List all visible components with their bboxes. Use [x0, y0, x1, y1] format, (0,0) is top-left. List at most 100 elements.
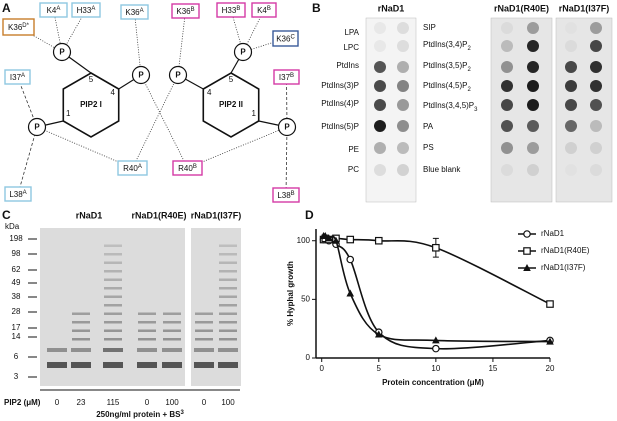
oligomer-band: [195, 338, 213, 341]
marker-triangle: [523, 264, 531, 271]
oligomer-band: [219, 304, 237, 307]
residue-label-sup: A: [56, 6, 60, 12]
marker-triangle: [346, 289, 355, 297]
oligomer-band: [72, 312, 90, 315]
interaction-line: [140, 74, 188, 169]
lipid-name: PtdIns(3)P: [321, 81, 359, 90]
oligomer-band: [72, 338, 90, 341]
ladder-band: [28, 356, 37, 358]
residue-label-base: K36: [276, 35, 291, 44]
dimer-band: [71, 348, 91, 352]
lipid-name-base: PtdIns(3,4)P: [423, 40, 467, 49]
lane-label: 100: [165, 398, 179, 407]
residue-box: [216, 2, 246, 18]
y-tick-label: 50: [301, 294, 310, 303]
blot-spot: [590, 164, 602, 176]
oligomer-band: [219, 287, 237, 290]
residue-label: R40B: [178, 164, 197, 174]
ladder-band: [28, 269, 37, 271]
blot-spot: [501, 40, 513, 52]
ladder-band: [28, 296, 37, 298]
marker-triangle: [374, 330, 383, 338]
blot-spot: [501, 61, 513, 73]
gel-title: rNaD1(I37F): [191, 210, 242, 220]
inositol-ring: [62, 72, 120, 138]
oligomer-band: [104, 253, 122, 256]
oligomer-band: [104, 244, 122, 247]
lipid-name: PE: [348, 145, 359, 154]
residue-label-base: H33: [222, 6, 237, 15]
residue-label: K4B: [257, 6, 271, 16]
oligomer-band: [138, 321, 156, 324]
monomer-band: [47, 362, 67, 368]
x-axis-title: Protein concentration (μM): [382, 378, 484, 387]
interaction-line: [187, 126, 288, 169]
residue-label-sup: B: [193, 164, 197, 170]
blot-spot: [501, 164, 513, 176]
residue-label-sup: A: [21, 73, 25, 79]
carbon-number: 5: [229, 75, 234, 84]
y-axis-title: % Hyphal growth: [286, 261, 295, 326]
ladder-band: [28, 327, 37, 329]
residue-label: L38B: [277, 191, 294, 201]
residue-label: I37B: [279, 73, 294, 83]
oligomer-band: [104, 329, 122, 332]
phosphate: [131, 65, 151, 85]
blot-spot: [565, 80, 577, 92]
residue-label-sup: B: [267, 6, 271, 12]
lane-label: 115: [107, 398, 120, 407]
residue-label-sup: B: [291, 191, 295, 197]
lipid-name-sub: 2: [467, 67, 471, 73]
blot-spot: [397, 80, 409, 92]
lane-label: 100: [221, 398, 235, 407]
blot-spot: [565, 61, 577, 73]
ladder-band: [28, 376, 37, 378]
blot-spot: [527, 40, 539, 52]
panel-label: A: [2, 1, 11, 15]
carbon-number: 1: [251, 109, 256, 118]
residue-label-base: K4: [47, 6, 57, 15]
oligomer-band: [219, 270, 237, 273]
residue-label: R40A: [123, 164, 142, 174]
residue-label-sup: B: [236, 6, 240, 12]
oligomer-band: [219, 321, 237, 324]
blot-spot: [590, 61, 602, 73]
residue-label-sup: B: [191, 7, 195, 13]
monomer-band: [162, 362, 182, 368]
lane-label: 0: [145, 398, 150, 407]
residue-label: K36C: [276, 34, 295, 44]
residue-box: [171, 3, 200, 19]
residue-box: [117, 160, 148, 176]
marker-size: 17: [12, 323, 21, 332]
lipid-label: PIP2 II: [219, 100, 243, 109]
panel-label: C: [2, 208, 11, 222]
residue-label: H33A: [77, 6, 96, 16]
monomer-band: [137, 362, 157, 368]
marker-size: 38: [12, 292, 21, 301]
marker-size: 49: [12, 278, 21, 287]
blot-spot: [527, 142, 539, 154]
gel-caption: 250ng/ml protein + BS3: [96, 410, 184, 420]
blot-membrane: [555, 17, 613, 203]
blot-spot: [397, 22, 409, 34]
residue-label: L38A: [9, 190, 26, 200]
series-line: [322, 237, 551, 350]
blot-spot: [374, 40, 386, 52]
marker-size: 14: [12, 332, 21, 341]
oligomer-band: [138, 312, 156, 315]
x-tick-label: 10: [431, 364, 440, 373]
lipid-name-sub: 2: [467, 87, 471, 93]
y-tick-label: 0: [306, 353, 311, 362]
lipid-name: LPC: [343, 43, 359, 52]
monomer-band: [194, 362, 214, 368]
marker-square: [523, 247, 531, 255]
blot-spot: [397, 164, 409, 176]
oligomer-band: [72, 329, 90, 332]
marker-size: 62: [12, 265, 21, 274]
blot-spot: [374, 61, 386, 73]
blot-spot: [565, 120, 577, 132]
blot-spot: [374, 164, 386, 176]
residue-box: [120, 4, 149, 20]
oligomer-band: [104, 270, 122, 273]
